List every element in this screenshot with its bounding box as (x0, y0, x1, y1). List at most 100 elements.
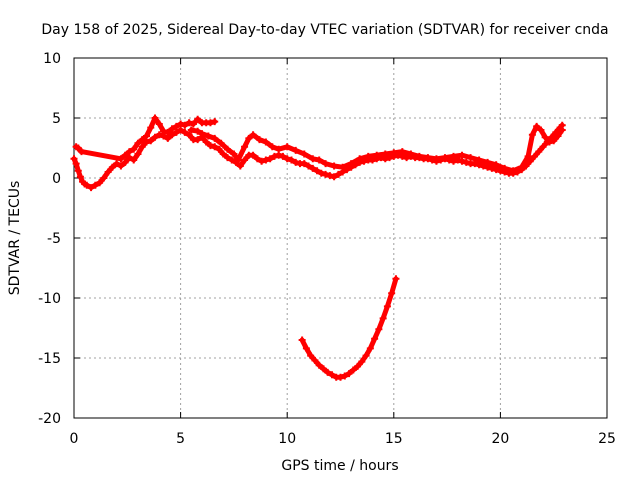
data-point (558, 126, 566, 134)
data-point (160, 127, 168, 135)
y-tick-label: -10 (38, 291, 61, 307)
data-point (283, 143, 291, 151)
y-tick-label: 0 (52, 171, 61, 187)
data-point (72, 160, 80, 168)
data-point (130, 145, 138, 153)
data-point (155, 120, 163, 128)
data-point (398, 148, 406, 156)
x-tick-label: 15 (385, 431, 403, 447)
data-point (279, 152, 287, 160)
data-point (334, 170, 342, 178)
data-point (275, 145, 283, 153)
data-point (211, 143, 219, 151)
data-point (83, 181, 91, 189)
data-point (147, 137, 155, 145)
data-point (341, 372, 349, 380)
data-point (76, 173, 84, 181)
data-point (315, 156, 323, 164)
data-point (177, 126, 185, 134)
data-point (484, 158, 492, 166)
data-point (379, 314, 387, 322)
data-point (300, 160, 308, 168)
data-point (313, 167, 321, 175)
data-point (181, 121, 189, 129)
series-0 (70, 121, 566, 192)
data-point (328, 371, 336, 379)
data-point (383, 302, 391, 310)
data-point (390, 149, 398, 157)
data-point (339, 163, 347, 171)
data-point (134, 139, 142, 147)
data-point (539, 143, 547, 151)
data-point (441, 154, 449, 162)
data-point (354, 362, 362, 370)
data-point (236, 162, 244, 170)
data-point (535, 148, 543, 156)
data-point (475, 156, 483, 164)
data-point (151, 133, 159, 141)
data-point (315, 361, 323, 369)
data-point (125, 154, 133, 162)
x-tick-labels: 0 5 10 15 20 25 (70, 431, 616, 447)
data-point (108, 163, 116, 171)
data-point (330, 162, 338, 170)
data-point (449, 152, 457, 160)
data-point (164, 134, 172, 142)
data-point (262, 138, 270, 146)
data-point (307, 352, 315, 360)
data-point (275, 151, 283, 159)
data-point (424, 154, 432, 162)
data-point (262, 156, 270, 164)
data-point (292, 158, 300, 166)
x-tick-label: 20 (491, 431, 509, 447)
y-axis-label: SDTVAR / TECUs (7, 181, 23, 296)
data-point (366, 344, 374, 352)
data-point (392, 275, 400, 283)
data-point (185, 131, 193, 139)
data-point (91, 181, 99, 189)
data-point (509, 167, 517, 175)
data-point (300, 150, 308, 158)
data-point (268, 143, 276, 151)
data-point (189, 120, 197, 128)
data-point (545, 138, 553, 146)
data-point (77, 148, 85, 156)
data-point (358, 358, 366, 366)
data-point (518, 163, 526, 171)
data-point (550, 137, 558, 145)
data-point (74, 167, 82, 175)
data-point (177, 120, 185, 128)
data-point (345, 370, 353, 378)
data-point (164, 128, 172, 136)
data-point (206, 142, 214, 150)
data-point (501, 164, 509, 172)
data-point (151, 114, 159, 122)
data-point (138, 136, 146, 144)
data-point (194, 136, 202, 144)
data-point (228, 156, 236, 164)
data-point (224, 154, 232, 162)
data-point (322, 160, 330, 168)
series-2 (187, 122, 566, 175)
data-point (121, 151, 129, 159)
data-point (533, 122, 541, 130)
data-point (330, 173, 338, 181)
data-point (245, 134, 253, 142)
data-point (142, 132, 150, 140)
data-point (381, 150, 389, 158)
data-point (234, 156, 242, 164)
y-tick-label: -15 (38, 351, 61, 367)
data-point (302, 344, 310, 352)
data-point (349, 366, 357, 374)
data-point (241, 156, 249, 164)
data-point (215, 145, 223, 153)
y-tick-label: -5 (47, 231, 61, 247)
data-point (76, 146, 84, 154)
data-point (492, 161, 500, 169)
data-point (258, 157, 266, 165)
data-point (298, 336, 306, 344)
data-point (371, 335, 379, 343)
data-point (155, 131, 163, 139)
data-point (172, 128, 180, 136)
